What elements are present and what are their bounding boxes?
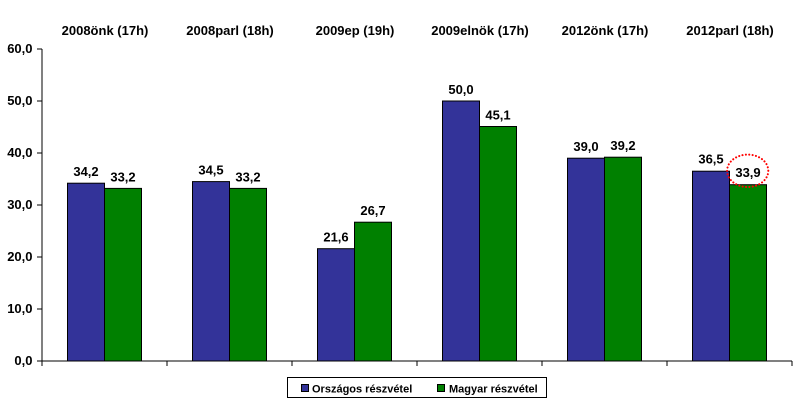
svg-text:Országos részvétel: Országos részvétel bbox=[312, 383, 412, 395]
svg-text:50,0: 50,0 bbox=[7, 93, 32, 108]
svg-text:33,2: 33,2 bbox=[235, 169, 260, 184]
svg-text:39,2: 39,2 bbox=[610, 138, 635, 153]
svg-text:34,2: 34,2 bbox=[73, 164, 98, 179]
svg-text:0,0: 0,0 bbox=[14, 353, 32, 368]
svg-text:Magyar részvétel: Magyar részvétel bbox=[449, 383, 538, 395]
svg-text:2012parl (18h): 2012parl (18h) bbox=[686, 23, 773, 38]
svg-text:34,5: 34,5 bbox=[198, 163, 223, 178]
svg-text:20,0: 20,0 bbox=[7, 249, 32, 264]
svg-text:2009elnök (17h): 2009elnök (17h) bbox=[431, 23, 529, 38]
svg-text:2008önk (17h): 2008önk (17h) bbox=[62, 23, 149, 38]
svg-text:60,0: 60,0 bbox=[7, 41, 32, 56]
svg-text:10,0: 10,0 bbox=[7, 301, 32, 316]
svg-text:30,0: 30,0 bbox=[7, 197, 32, 212]
svg-text:50,0: 50,0 bbox=[448, 82, 473, 97]
svg-text:2009ep (19h): 2009ep (19h) bbox=[316, 23, 395, 38]
svg-text:39,0: 39,0 bbox=[573, 139, 598, 154]
svg-text:33,2: 33,2 bbox=[110, 169, 135, 184]
svg-text:26,7: 26,7 bbox=[360, 203, 385, 218]
svg-text:40,0: 40,0 bbox=[7, 145, 32, 160]
svg-text:45,1: 45,1 bbox=[485, 108, 510, 123]
svg-text:21,6: 21,6 bbox=[323, 230, 348, 245]
svg-text:33,9: 33,9 bbox=[735, 165, 760, 180]
svg-text:2008parl (18h): 2008parl (18h) bbox=[186, 23, 273, 38]
svg-text:2012önk (17h): 2012önk (17h) bbox=[562, 23, 649, 38]
svg-text:36,5: 36,5 bbox=[698, 152, 723, 167]
